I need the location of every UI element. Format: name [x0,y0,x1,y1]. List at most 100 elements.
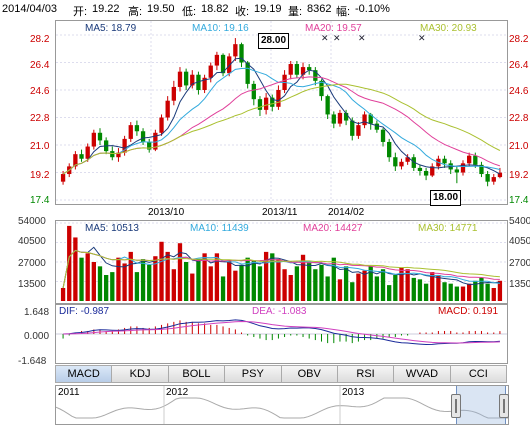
close-value: 19.19 [254,3,282,15]
price-y-tick-left: 22.8 [30,113,50,124]
candle-body [128,125,133,139]
macd-dea-label: DEA: -1.083 [252,306,307,317]
volume-bar [485,283,490,301]
tab-obv[interactable]: OBV [281,365,338,383]
volume-bar [460,286,466,301]
candle-body [485,174,490,182]
price-y-tick-left: 21.0 [30,141,50,152]
candle-body [325,96,330,115]
candle-body [208,65,213,78]
candle-body [91,132,96,147]
tab-psy[interactable]: PSY [225,365,282,383]
price-ma10-line [62,67,501,175]
volume-ma30-line [62,249,500,289]
volume-bar [190,273,195,301]
price-chart-panel[interactable]: ✕ ✕ ✕ ✕ [55,20,508,205]
volume-bar [276,259,281,301]
macd-chart-panel[interactable] [55,304,508,364]
volume-y-tick-right: 13500 [509,279,530,290]
candle-body [331,114,336,124]
candle-body [147,141,152,150]
volume-bar [67,225,72,301]
macd-dif-label: DIF: -0.987 [59,306,110,317]
quote-header: 2014/04/03 开: 19.22 高: 19.50 低: 18.82 收:… [0,0,530,18]
navigator-right-handle[interactable] [499,394,509,418]
candle-body [319,80,324,97]
candle-body [399,161,404,167]
volume-bar [423,283,429,301]
volume-bar [91,262,96,301]
candle-body [227,56,232,74]
price-y-tick-left: 28.2 [30,34,50,45]
volume-bar [233,270,238,301]
volume-bar [313,269,318,301]
candle-body [393,157,398,167]
price-ma10-label: MA10: 19.16 [192,23,249,34]
candle-body [270,97,275,107]
tab-boll[interactable]: BOLL [168,365,226,383]
volume-bar [116,257,121,301]
volume-bar [282,269,287,301]
high-callout: 28.00 [258,33,290,49]
close-label: 收: [235,6,250,18]
price-y-tick-right: 17.4 [509,195,529,206]
volume-bar [140,259,146,301]
volume-ma20-label: MA20: 14427 [303,223,363,234]
volume-chart-panel[interactable] [55,220,508,304]
navigator-left-handle[interactable] [451,394,461,418]
x-tick-date: 2014/02 [328,207,365,218]
candle-body [368,114,373,124]
volume-bar [454,286,460,301]
candle-body [417,167,423,171]
volume-bar [97,266,103,301]
volume-bar [122,263,127,301]
tab-rsi[interactable]: RSI [337,365,395,383]
volume-bar [399,267,404,301]
volume-bar [300,254,306,301]
candle-body [350,120,355,136]
tab-macd[interactable]: MACD [55,365,113,383]
tab-cci[interactable]: CCI [450,365,507,383]
volume-bar [442,282,447,301]
volume-bar [251,260,256,301]
volume-bar [374,276,380,301]
volume-y-tick: 13500 [18,279,46,290]
volume-bar [134,272,140,301]
low-value: 18.82 [201,3,229,15]
tab-kdj[interactable]: KDJ [112,365,169,383]
candle-body [276,90,281,107]
volume-bar [343,266,349,301]
price-y-tick-right: 19.2 [509,170,529,181]
candle-body [497,172,503,178]
price-y-tick-right: 28.2 [509,34,529,45]
candle-body [473,155,478,165]
price-y-tick-right: 21.0 [509,141,529,152]
candle-body [196,74,201,90]
candle-body [97,132,103,141]
candle-body [251,83,256,100]
volume-bar [85,253,90,301]
candle-body [343,112,349,121]
tab-wvad[interactable]: WVAD [394,365,451,383]
navigator-overview [56,386,508,424]
low-callout: 18.00 [430,190,462,206]
candle-body [220,54,226,74]
candle-body [159,117,164,133]
candle-body [380,129,386,142]
volume-bar [159,241,164,301]
candle-body [374,123,380,130]
range-navigator[interactable]: 2011 2012 2013 [55,385,509,425]
candle-body [307,67,312,71]
candle-body [110,151,115,158]
candle-body [387,141,392,158]
volume-y-tick: 54000 [18,216,46,227]
volume-bar [325,276,330,301]
open-value: 19.22 [92,3,120,15]
navigator-line [56,397,508,419]
volume-y-tick: 27000 [18,258,46,269]
volume-bar [393,275,398,301]
candle-body [79,154,84,159]
candle-body [430,166,435,176]
volume-bar [491,288,496,301]
volume-bar [220,276,226,301]
